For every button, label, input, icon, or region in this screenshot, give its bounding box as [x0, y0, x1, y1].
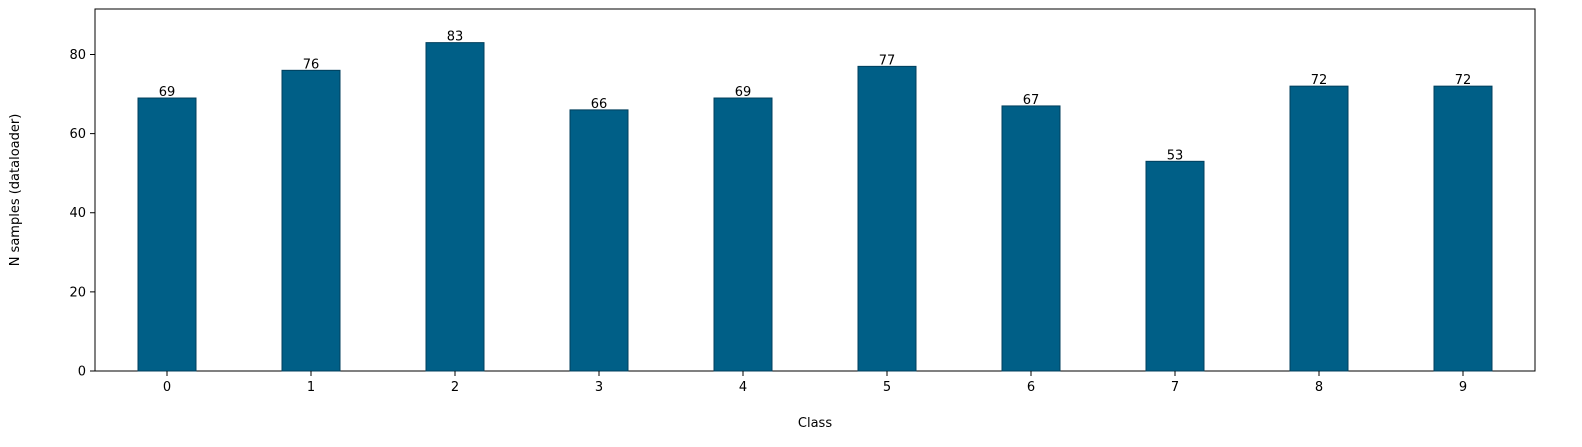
x-tick-label-8: 8 — [1315, 380, 1323, 395]
bar-class-3 — [569, 109, 629, 372]
y-tick-label-0: 0 — [78, 365, 86, 380]
data-label-class-7: 53 — [1167, 148, 1184, 163]
x-tick-label-4: 4 — [739, 380, 747, 395]
x-tick-label-5: 5 — [883, 380, 891, 395]
x-tick-label-6: 6 — [1027, 380, 1035, 395]
x-tick-label-9: 9 — [1459, 380, 1467, 395]
data-label-class-6: 67 — [1023, 93, 1040, 108]
bar-class-0 — [137, 97, 197, 372]
data-label-class-1: 76 — [303, 57, 320, 72]
bar-class-7 — [1145, 160, 1205, 372]
x-tick-label-1: 1 — [307, 380, 315, 395]
plot-frame — [94, 8, 1536, 372]
data-label-class-0: 69 — [159, 85, 176, 100]
bars-group — [137, 42, 1493, 372]
data-label-class-9: 72 — [1455, 73, 1472, 88]
y-tick-label-20: 20 — [69, 285, 86, 300]
plot-area — [94, 8, 1536, 372]
y-axis-label: N samples (dataloader) — [8, 114, 23, 267]
y-tick-label-40: 40 — [69, 206, 86, 221]
y-tick-label-80: 80 — [69, 48, 86, 63]
data-label-class-5: 77 — [879, 53, 896, 68]
x-tick-label-2: 2 — [451, 380, 459, 395]
bar-class-2 — [425, 42, 485, 372]
data-label-class-8: 72 — [1311, 73, 1328, 88]
x-tick-label-0: 0 — [163, 380, 171, 395]
y-axis: 0 20 40 60 80 — [69, 48, 95, 380]
x-axis: 0 1 2 3 4 5 6 7 8 9 — [163, 371, 1467, 395]
bar-class-4 — [713, 97, 773, 372]
y-tick-label-60: 60 — [69, 127, 86, 142]
data-label-class-2: 83 — [447, 30, 464, 45]
bar-class-5 — [857, 65, 917, 372]
data-label-class-3: 66 — [591, 97, 608, 112]
bar-class-6 — [1001, 105, 1061, 372]
data-label-class-4: 69 — [735, 85, 752, 100]
data-labels-group: 69 76 83 66 69 77 67 53 72 72 — [159, 30, 1472, 164]
bar-class-9 — [1433, 85, 1493, 372]
bar-class-8 — [1289, 85, 1349, 372]
x-tick-label-3: 3 — [595, 380, 603, 395]
x-tick-label-7: 7 — [1171, 380, 1179, 395]
x-axis-label: Class — [798, 416, 832, 431]
bar-class-1 — [281, 69, 341, 372]
